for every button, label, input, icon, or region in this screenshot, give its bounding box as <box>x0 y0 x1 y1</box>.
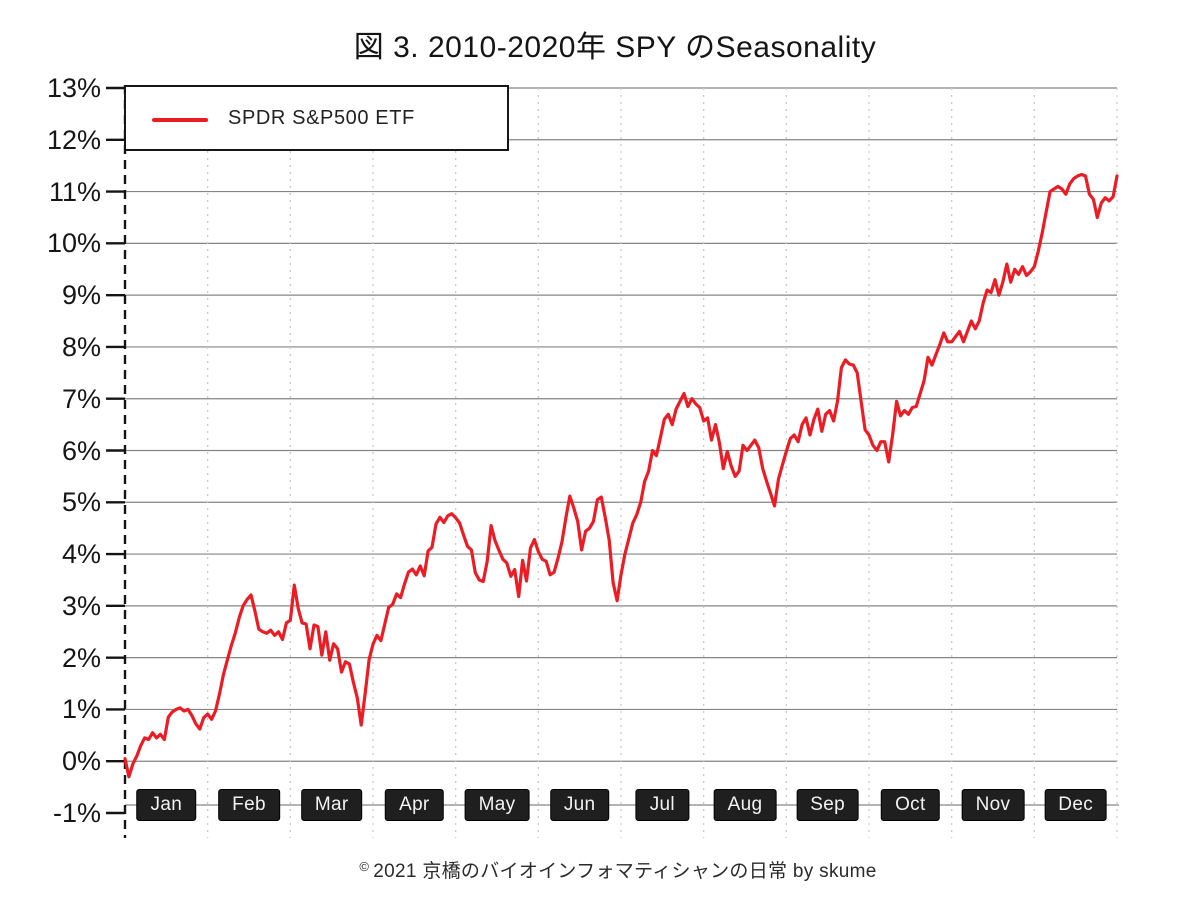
legend-box: SPDR S&P500 ETF <box>124 85 509 151</box>
month-label-apr: Apr <box>385 789 444 821</box>
y-tick-label-3: 3% <box>61 590 101 621</box>
y-tick-label-4: 4% <box>61 539 101 570</box>
month-label-mar: Mar <box>300 789 363 821</box>
legend-line-swatch-icon <box>152 118 208 122</box>
y-tick-label-13: 13% <box>46 73 101 103</box>
copyright-icon: © <box>359 859 370 874</box>
chart-footer: © 2021 京橋のバイオインフォマティシャンの日常 by skume <box>0 856 1200 883</box>
month-label-nov: Nov <box>961 789 1025 821</box>
y-tick-label-0: 0% <box>61 746 101 777</box>
month-label-jun: Jun <box>549 789 610 821</box>
y-tick-label-1: 1% <box>61 694 101 725</box>
y-tick-label--1: -1% <box>52 798 101 828</box>
legend-label: SPDR S&P500 ETF <box>228 107 415 129</box>
chart-title: 図 3. 2010-2020年 SPY のSeasonality <box>353 31 877 64</box>
y-tick-label-9: 9% <box>61 280 101 311</box>
y-tick-label-10: 10% <box>46 228 101 259</box>
month-label-oct: Oct <box>881 789 940 821</box>
footer-text: 2021 京橋のバイオインフォマティシャンの日常 by skume <box>373 861 877 882</box>
month-label-sep: Sep <box>796 789 860 821</box>
y-tick-label-6: 6% <box>61 435 101 466</box>
y-tick-label-7: 7% <box>61 383 101 414</box>
month-label-aug: Aug <box>713 789 777 821</box>
month-label-jan: Jan <box>136 789 197 821</box>
month-label-dec: Dec <box>1044 789 1108 821</box>
spy-seasonality-line <box>123 172 1119 779</box>
month-label-jul: Jul <box>635 789 689 821</box>
y-tick-label-2: 2% <box>61 642 101 673</box>
y-tick-label-8: 8% <box>61 331 101 362</box>
month-label-feb: Feb <box>218 789 280 821</box>
y-tick-label-11: 11% <box>48 176 101 207</box>
y-tick-label-12: 12% <box>46 124 101 155</box>
month-label-may: May <box>464 789 530 821</box>
y-tick-label-5: 5% <box>61 487 101 518</box>
